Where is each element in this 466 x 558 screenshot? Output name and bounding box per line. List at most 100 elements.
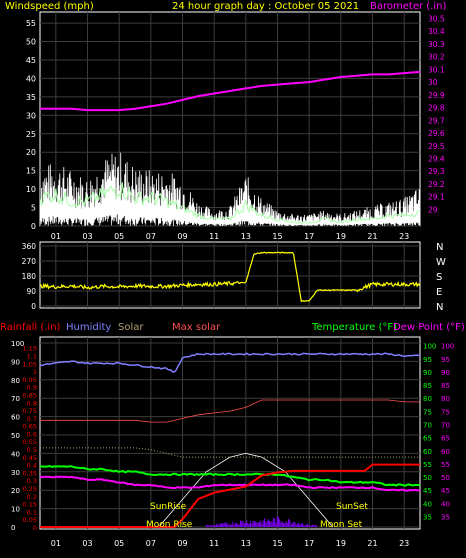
sunrise-label: SunRise — [150, 502, 187, 512]
x-tick-19: 19 — [336, 232, 346, 241]
dew-tick-45: 45 — [441, 487, 450, 495]
baro-tick-29.6: 29.6 — [428, 129, 445, 138]
dew-tick-55: 55 — [441, 461, 450, 469]
dew-tick-90: 90 — [441, 369, 450, 377]
dew-tick-40: 40 — [441, 500, 450, 508]
wind-tick-45: 45 — [26, 56, 36, 65]
pct-tick-0: 0 — [11, 524, 15, 532]
baro-tick-29.7: 29.7 — [428, 116, 445, 125]
rain-tick-0.25: 0.25 — [23, 485, 37, 493]
climate-x-tick-17: 17 — [304, 539, 314, 548]
wind-tick-25: 25 — [26, 130, 36, 139]
barometer-line — [40, 70, 421, 112]
rainfall-line — [40, 463, 420, 528]
baro-tick-30.4: 30.4 — [428, 27, 445, 36]
temp-tick-100: 100 — [423, 343, 436, 351]
rain-tick-0.2: 0.2 — [27, 493, 37, 501]
x-tick-05: 05 — [114, 232, 124, 241]
baro-tick-30.2: 30.2 — [428, 53, 445, 62]
wind-panel-grid — [40, 12, 420, 227]
x-tick-15: 15 — [272, 232, 282, 241]
compass-label-N-4: N — [436, 302, 443, 313]
baro-tick-29.4: 29.4 — [428, 154, 445, 163]
dew-tick-65: 65 — [441, 435, 450, 443]
climate-x-tick-19: 19 — [336, 539, 346, 548]
baro-tick-30.1: 30.1 — [428, 65, 445, 74]
pct-tick-100: 100 — [11, 340, 24, 348]
baro-label: Barometer (.in) — [370, 1, 446, 12]
x-tick-09: 09 — [177, 232, 187, 241]
climate-panel-marks — [39, 352, 421, 528]
baro-tick-29.5: 29.5 — [428, 142, 445, 151]
temp-tick-50: 50 — [423, 474, 432, 482]
x-tick-03: 03 — [82, 232, 92, 241]
rain-tick-0.7: 0.7 — [27, 415, 37, 423]
wind-tick-30: 30 — [26, 111, 36, 120]
wind-panel-ticks: 05101520253035404550552929.129.229.329.4… — [26, 14, 445, 241]
climate-x-tick-09: 09 — [177, 539, 187, 548]
temp-tick-85: 85 — [423, 382, 432, 390]
baro-tick-29: 29 — [428, 205, 438, 214]
winddir-panel-grid — [40, 242, 420, 308]
dir-tick-0: 0 — [31, 302, 36, 311]
x-tick-11: 11 — [209, 232, 219, 241]
sunset-label: SunSet — [336, 502, 368, 512]
moonrise-label: Moon Rise — [146, 520, 193, 530]
compass-label-N-0: N — [436, 242, 443, 253]
rain-tick-1.05: 1.05 — [23, 360, 37, 368]
dew-tick-100: 100 — [441, 343, 454, 351]
maxsolar-label: Max solar — [172, 322, 221, 333]
rain-tick-0.8: 0.8 — [27, 399, 37, 407]
wind-direction-line — [39, 251, 421, 303]
rain-tick-0.9: 0.9 — [27, 384, 37, 392]
x-tick-01: 01 — [51, 232, 61, 241]
temp-tick-90: 90 — [423, 369, 432, 377]
baro-tick-30.3: 30.3 — [428, 40, 445, 49]
temp-tick-60: 60 — [423, 448, 432, 456]
climate-x-tick-01: 01 — [51, 539, 61, 548]
rain-tick-1.1: 1.1 — [27, 352, 37, 360]
dir-tick-360: 360 — [22, 242, 37, 251]
climate-x-tick-21: 21 — [367, 539, 377, 548]
solar-line — [40, 447, 420, 458]
wind-panel-marks — [39, 70, 421, 227]
x-tick-21: 21 — [367, 232, 377, 241]
rain-label: Rainfall (.in) — [0, 322, 61, 333]
humidity-label: Humidity — [66, 322, 111, 333]
winddir-panel-frame — [39, 241, 421, 309]
compass-label-W-1: W — [436, 257, 446, 268]
humidity-line — [39, 352, 421, 373]
wind-tick-35: 35 — [26, 93, 36, 102]
climate-x-tick-15: 15 — [272, 539, 282, 548]
rain-tick-0.95: 0.95 — [23, 376, 37, 384]
rain-tick-0.15: 0.15 — [23, 501, 37, 509]
max-solar-line — [40, 399, 420, 423]
rain-tick-0.6: 0.6 — [27, 430, 37, 438]
rain-tick-0.3: 0.3 — [27, 477, 37, 485]
wind-label: Windspeed (mph) — [5, 1, 94, 12]
baro-tick-29.1: 29.1 — [428, 193, 445, 202]
x-tick-13: 13 — [241, 232, 251, 241]
moonset-label: Moon Set — [320, 520, 363, 530]
winddir-panel-marks — [39, 251, 421, 303]
climate-x-tick-05: 05 — [114, 539, 124, 548]
pct-tick-10: 10 — [11, 506, 20, 514]
temp-tick-45: 45 — [423, 487, 432, 495]
baro-tick-29.9: 29.9 — [428, 91, 445, 100]
wind-tick-40: 40 — [26, 74, 36, 83]
dir-tick-180: 180 — [22, 272, 37, 281]
rain-tick-0.4: 0.4 — [27, 462, 37, 470]
sun-curve — [158, 452, 334, 528]
rain-tick-1.15: 1.15 — [23, 345, 37, 353]
wind-tick-5: 5 — [31, 204, 36, 213]
rain-tick-0.5: 0.5 — [27, 446, 37, 454]
rain-tick-0.65: 0.65 — [23, 423, 37, 431]
wind-tick-20: 20 — [26, 148, 36, 157]
rain-tick-0: 0 — [33, 524, 37, 532]
gust-trace — [39, 152, 420, 227]
dew-tick-50: 50 — [441, 474, 450, 482]
dew-tick-35: 35 — [441, 513, 450, 521]
baro-tick-30: 30 — [428, 78, 438, 87]
